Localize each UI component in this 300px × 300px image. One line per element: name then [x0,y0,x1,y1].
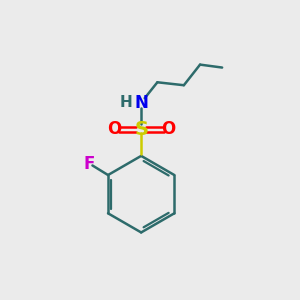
Text: H: H [120,95,133,110]
Text: N: N [134,94,148,112]
Text: S: S [134,120,148,139]
Text: O: O [161,120,176,138]
Text: O: O [107,120,121,138]
Text: F: F [83,155,94,173]
